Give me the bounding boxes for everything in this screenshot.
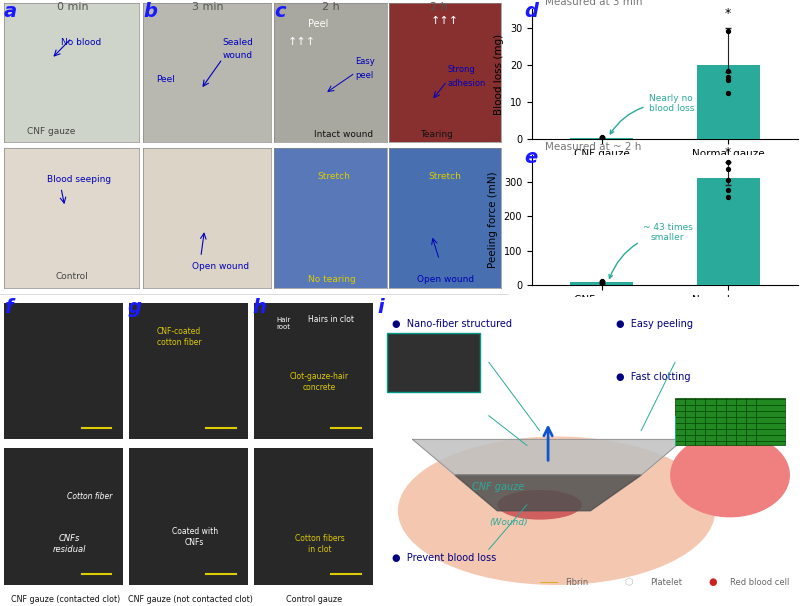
Text: b: b: [143, 2, 157, 21]
Text: ●  Easy peeling: ● Easy peeling: [616, 319, 693, 328]
Bar: [696, 65, 760, 139]
FancyBboxPatch shape: [675, 398, 785, 445]
Text: Tearing: Tearing: [421, 130, 453, 139]
Point: [722, 88, 735, 98]
Text: 3 min: 3 min: [192, 2, 224, 12]
Text: ●  Nano-fiber structured: ● Nano-fiber structured: [392, 319, 512, 328]
Text: Sealed: Sealed: [222, 38, 253, 47]
Text: ●  Fast clotting: ● Fast clotting: [616, 372, 690, 382]
Point: [722, 157, 735, 167]
Text: ●: ●: [709, 577, 717, 587]
Text: 2 h: 2 h: [322, 2, 339, 12]
Point: [595, 132, 608, 142]
FancyBboxPatch shape: [388, 333, 480, 392]
Text: Cotton fiber: Cotton fiber: [67, 491, 113, 501]
Text: Platelet: Platelet: [650, 578, 682, 587]
Point: [722, 185, 735, 195]
Text: Clot-gauze-hair
concrete: Clot-gauze-hair concrete: [290, 372, 349, 392]
Text: No tearing: No tearing: [308, 275, 355, 284]
Text: d: d: [524, 2, 538, 21]
Bar: [570, 282, 634, 285]
Text: No blood: No blood: [61, 38, 101, 47]
Text: Stretch: Stretch: [428, 172, 461, 181]
Text: Stretch: Stretch: [317, 172, 350, 181]
Text: Open wound: Open wound: [192, 262, 249, 271]
Point: [595, 134, 608, 144]
Point: [722, 193, 735, 202]
Point: [595, 279, 608, 288]
Text: ~ 43 times
smaller: ~ 43 times smaller: [609, 223, 692, 278]
Text: ↑↑↑: ↑↑↑: [289, 37, 316, 47]
Text: Cotton fibers
in clot: Cotton fibers in clot: [295, 534, 344, 554]
Text: CNF gauze (contacted clot): CNF gauze (contacted clot): [11, 595, 121, 604]
Point: [722, 27, 735, 36]
Text: peel: peel: [355, 71, 373, 80]
Text: i: i: [377, 298, 384, 317]
Text: ●  Prevent blood loss: ● Prevent blood loss: [392, 553, 496, 563]
Bar: [570, 138, 634, 139]
Text: CNF-coated
cotton fiber: CNF-coated cotton fiber: [156, 327, 202, 347]
Point: [722, 65, 735, 75]
Text: Control gauze: Control gauze: [286, 595, 343, 604]
Text: ——: ——: [540, 577, 559, 587]
Point: [595, 278, 608, 288]
Text: f: f: [4, 298, 13, 317]
Bar: [696, 178, 760, 285]
Text: e: e: [524, 148, 537, 167]
Y-axis label: Blood loss (mg): Blood loss (mg): [494, 34, 505, 115]
Text: g: g: [127, 298, 141, 317]
Text: adhesion: adhesion: [447, 79, 485, 88]
Point: [595, 133, 608, 142]
Text: ⬡: ⬡: [624, 577, 633, 587]
Text: *: *: [725, 7, 731, 20]
Text: ↑↑↑: ↑↑↑: [431, 16, 459, 26]
Point: [595, 276, 608, 286]
Polygon shape: [455, 475, 642, 511]
Text: 2 h: 2 h: [430, 2, 448, 12]
Text: Blood seeping: Blood seeping: [48, 175, 111, 184]
Text: Strong: Strong: [447, 65, 475, 75]
Text: Open wound: Open wound: [418, 275, 474, 284]
Text: *: *: [725, 145, 731, 159]
Text: Hair
root: Hair root: [276, 317, 291, 330]
Circle shape: [671, 433, 789, 517]
Text: Measured at ~ 2 h: Measured at ~ 2 h: [545, 142, 642, 152]
Text: CNFs
residual: CNFs residual: [53, 534, 86, 554]
Text: Coated with
CNFs: Coated with CNFs: [172, 527, 218, 547]
Text: Peel: Peel: [308, 19, 328, 29]
Text: 0 min: 0 min: [56, 2, 89, 12]
Point: [722, 175, 735, 185]
Text: Peel: Peel: [156, 75, 175, 84]
Text: Easy: Easy: [355, 57, 375, 66]
Text: Intact wound: Intact wound: [314, 130, 372, 139]
Text: Red blood cell: Red blood cell: [730, 578, 789, 587]
Text: ●  Anti-bacteria: ● Anti-bacteria: [392, 372, 470, 382]
Text: c: c: [274, 2, 285, 21]
Point: [595, 133, 608, 143]
Polygon shape: [413, 439, 683, 475]
Text: a: a: [4, 2, 17, 21]
Text: CNF gauze: CNF gauze: [27, 127, 76, 136]
Point: [595, 278, 608, 287]
Text: wound: wound: [222, 52, 252, 61]
Text: CNF gauze (not contacted clot): CNF gauze (not contacted clot): [128, 595, 252, 604]
Ellipse shape: [497, 490, 582, 520]
Text: Measured at 3 min: Measured at 3 min: [545, 0, 642, 7]
Text: Nearly no
blood loss: Nearly no blood loss: [610, 94, 694, 134]
Y-axis label: Peeling force (mN): Peeling force (mN): [488, 171, 498, 268]
Text: h: h: [252, 298, 266, 317]
Point: [722, 75, 735, 85]
Point: [722, 164, 735, 174]
Text: CNF gauze: CNF gauze: [472, 482, 524, 492]
Point: [722, 72, 735, 82]
Text: (Wound): (Wound): [488, 518, 527, 527]
Text: Fibrin: Fibrin: [565, 578, 588, 587]
Text: Control: Control: [56, 272, 88, 281]
Ellipse shape: [398, 436, 715, 585]
Text: Hairs in clot: Hairs in clot: [309, 315, 355, 324]
